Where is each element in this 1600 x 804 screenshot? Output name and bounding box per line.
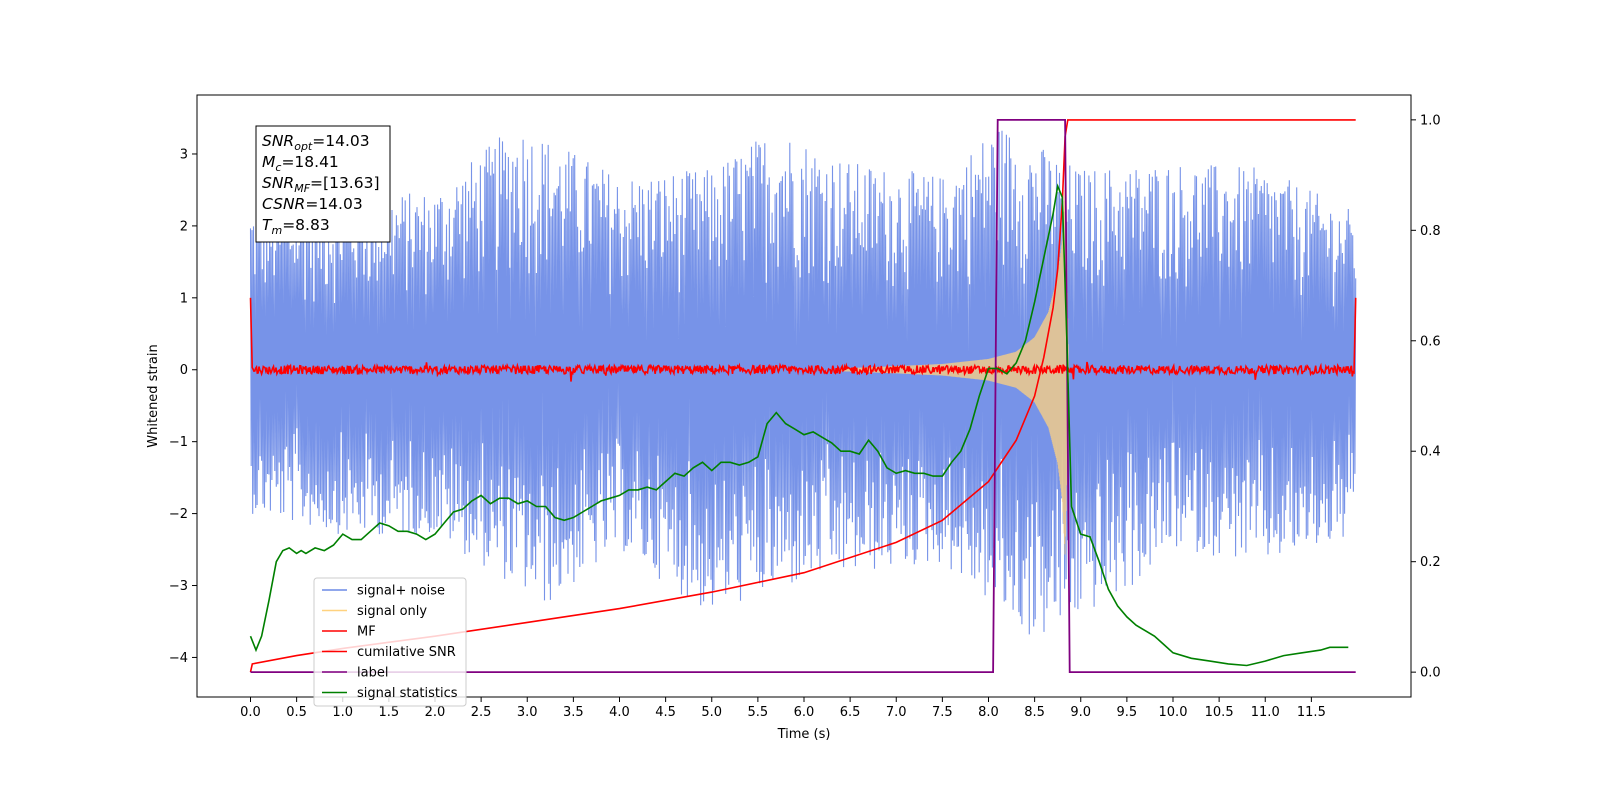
- annotation-symbol: M: [262, 153, 275, 171]
- series-signal-noise: [249, 130, 1357, 635]
- x-tick-label: 10.0: [1159, 705, 1188, 720]
- annotation-box: SNRopt=14.03Mc=18.41SNRMF=[13.63]CSNR=14…: [255, 125, 391, 243]
- annotation-symbol: CSNR: [262, 195, 305, 213]
- series-label: [250, 119, 1356, 673]
- legend-label: label: [357, 666, 388, 681]
- y-tick-label: 2: [180, 219, 188, 234]
- x-tick-label: 11.5: [1297, 705, 1326, 720]
- legend-label: cumilative SNR: [357, 645, 456, 660]
- x-tick-label: 8.0: [978, 705, 999, 720]
- x-tick-label: 1.5: [379, 705, 400, 720]
- annotation-frame: [255, 125, 391, 243]
- x-tick-label: 10.5: [1205, 705, 1234, 720]
- annotation-line: SNRopt=14.03: [262, 132, 370, 153]
- y-axis-label: Whitened strain: [146, 344, 161, 447]
- x-tick-label: 7.0: [886, 705, 907, 720]
- annotation-symbol: SNR: [262, 174, 294, 192]
- y-tick-label: −2: [169, 507, 188, 522]
- annotation-symbol: T: [262, 216, 273, 234]
- x-tick-label: 6.0: [794, 705, 815, 720]
- y2-tick-label: 0.2: [1420, 555, 1441, 570]
- y2-tick-label: 0.0: [1420, 666, 1441, 681]
- x-tick-label: 9.0: [1070, 705, 1091, 720]
- annotation-value: =14.03: [305, 195, 362, 213]
- legend-frame: [313, 577, 467, 707]
- annotation-subscript: m: [271, 224, 282, 237]
- annotation-line: Mc=18.41: [262, 153, 339, 174]
- annotation-line: Tm=8.83: [262, 216, 330, 237]
- y-tick-label: −4: [169, 651, 188, 666]
- annotation-line: SNRMF=[13.63]: [262, 174, 380, 195]
- x-tick-label: 5.0: [701, 705, 722, 720]
- y-tick-label: 3: [180, 147, 188, 162]
- x-tick-label: 2.0: [425, 705, 446, 720]
- legend-label: MF: [357, 625, 376, 640]
- series-mf: [249, 297, 1357, 382]
- legend-label: signal+ noise: [357, 584, 445, 599]
- x-axis-label: Time (s): [777, 727, 831, 742]
- x-tick-label: 3.0: [517, 705, 538, 720]
- x-tick-label: 0.5: [286, 705, 307, 720]
- annotation-symbol: SNR: [262, 132, 294, 150]
- x-tick-label: 2.5: [471, 705, 492, 720]
- annotation-subscript: MF: [294, 182, 310, 195]
- x-tick-label: 9.5: [1117, 705, 1138, 720]
- x-tick-label: 3.5: [563, 705, 584, 720]
- annotation-value: =[13.63]: [310, 174, 379, 192]
- series-signal-statistics: [249, 183, 1349, 667]
- x-tick-label: 0.0: [240, 705, 261, 720]
- annotation-subscript: c: [275, 161, 281, 174]
- y2-tick-label: 1.0: [1420, 113, 1441, 128]
- y-tick-label: 1: [180, 291, 188, 306]
- y2-tick-label: 0.6: [1420, 334, 1441, 349]
- x-tick-label: 11.0: [1251, 705, 1280, 720]
- x-tick-label: 5.5: [748, 705, 769, 720]
- legend: signal+ noise signal only MF cumilative SNR…: [313, 577, 467, 707]
- x-tick-label: 7.5: [932, 705, 953, 720]
- x-tick-label: 8.5: [1024, 705, 1045, 720]
- x-tick-label: 4.0: [609, 705, 630, 720]
- annotation-value: =18.41: [281, 153, 338, 171]
- legend-label: signal statistics: [357, 686, 458, 701]
- annotation-line: CSNR=14.03: [262, 195, 363, 213]
- y2-tick-label: 0.8: [1420, 224, 1441, 239]
- annotation-value: =8.83: [282, 216, 330, 234]
- x-tick-label: 1.0: [332, 705, 353, 720]
- y2-tick-label: 0.4: [1420, 445, 1441, 460]
- x-tick-label: 4.5: [655, 705, 676, 720]
- y-tick-label: −1: [169, 435, 188, 450]
- y-tick-label: −3: [169, 579, 188, 594]
- annotation-subscript: opt: [294, 140, 313, 153]
- x-tick-label: 6.5: [840, 705, 861, 720]
- y-tick-label: 0: [180, 363, 188, 378]
- legend-label: signal only: [357, 604, 427, 619]
- annotation-value: =14.03: [312, 132, 369, 150]
